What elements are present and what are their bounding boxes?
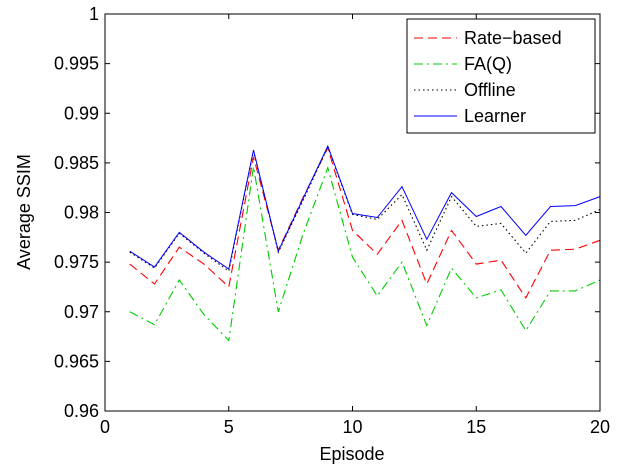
- legend-items: Rate−based FA(Q) Offline Learner: [414, 28, 562, 126]
- x-axis-label: Episode: [319, 444, 384, 464]
- y-tick-label: 0.99: [64, 103, 99, 123]
- legend-label: Offline: [464, 80, 516, 100]
- y-tick-label: 0.97: [64, 302, 99, 322]
- plot-lines: [129, 144, 601, 342]
- legend-label: Learner: [464, 106, 526, 126]
- series-line-3: [129, 144, 601, 270]
- x-tick-label: 10: [342, 417, 362, 437]
- series-line-1: [129, 166, 601, 342]
- y-tick-label: 0.965: [54, 351, 99, 371]
- legend: Rate−based FA(Q) Offline Learner: [406, 18, 596, 134]
- x-tick-label: 20: [590, 417, 610, 437]
- series-line-0: [129, 146, 601, 299]
- axis-ticks: [104, 13, 601, 412]
- tick-labels: 0 5 10 15 20 0.96 0.965 0.97 0.975 0.98 0.985 0.99 0…: [54, 4, 610, 437]
- y-axis-label: Average SSIM: [14, 154, 34, 270]
- y-tick-label: 0.975: [54, 252, 99, 272]
- legend-box: [406, 18, 596, 134]
- y-tick-label: 0.96: [64, 401, 99, 421]
- y-tick-label: 0.985: [54, 153, 99, 173]
- x-tick-label: 5: [224, 417, 234, 437]
- legend-label: FA(Q): [464, 54, 512, 74]
- y-tick-label: 0.98: [64, 203, 99, 223]
- series-line-2: [129, 145, 601, 273]
- x-tick-label: 0: [100, 417, 110, 437]
- y-tick-label: 1: [89, 4, 99, 24]
- x-tick-label: 15: [466, 417, 486, 437]
- y-tick-label: 0.995: [54, 54, 99, 74]
- legend-label: Rate−based: [464, 28, 562, 48]
